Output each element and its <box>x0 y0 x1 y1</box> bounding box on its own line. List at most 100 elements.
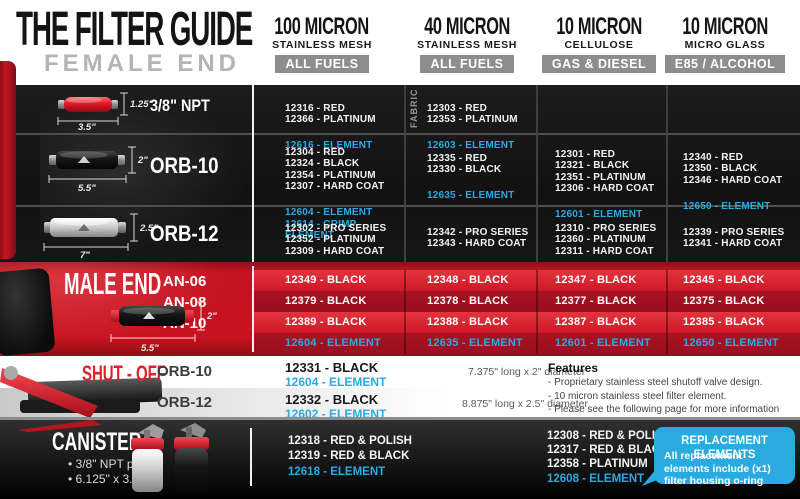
product-photo-npt-filter: 1.25" 3.5" <box>57 92 153 131</box>
element-numbers: 12603 - ELEMENT <box>427 140 515 151</box>
row-label-orb10: ORB-10 <box>150 153 219 178</box>
part-numbers: 12301 - RED 12321 - BLACK 12351 - PLATIN… <box>555 148 655 195</box>
product-photo-orb10-filter: 2" 5.5" <box>48 146 148 193</box>
canister-title: CANISTER <box>52 428 142 456</box>
column-header-10-micron-cellulose: 10 MICRON CELLULOSE GAS & DIESEL <box>519 13 679 73</box>
page-title: THE FILTER GUIDE <box>16 2 253 57</box>
shutoff-size: 8.875" long x 2.5" diameter <box>462 398 588 410</box>
part-cell: 12303 - RED 12353 - PLATINUM 12603 - ELE… <box>427 91 549 163</box>
media-label: STAINLESS MESH <box>272 39 372 51</box>
dim-height-label: 2" <box>137 155 148 166</box>
label-column-separator <box>250 428 252 486</box>
male-element: 12601 - ELEMENT <box>555 337 651 349</box>
part-numbers: 12340 - RED 12350 - BLACK 12346 - HARD C… <box>683 151 783 186</box>
fuel-badge: ALL FUELS <box>420 55 514 73</box>
part-numbers: 12339 - PRO SERIES 12341 - HARD COAT <box>683 226 785 250</box>
dim-length-label: 7" <box>80 250 90 259</box>
part-cell: 12304 - RED 12324 - BLACK 12354 - PLATIN… <box>285 135 407 253</box>
fuel-badge: ALL FUELS <box>275 55 369 73</box>
features-list: - Proprietary stainless steel shutoff va… <box>548 377 780 415</box>
row-label-an06: AN-06 <box>163 273 207 290</box>
replacement-body: All replacement elements include (x1) fi… <box>664 450 771 487</box>
element-numbers: 12604 - ELEMENT 12614 - CRIMP ELEMENT <box>285 207 373 241</box>
replacement-elements-box: REPLACEMENT ELEMENTS All replacement ele… <box>642 427 795 487</box>
part-numbers: 12304 - RED 12324 - BLACK 12354 - PLATIN… <box>285 146 385 193</box>
fabric-note: FABRIC <box>409 88 419 129</box>
micron-label: 10 MICRON <box>556 13 642 40</box>
shutoff-part: 12332 - BLACK <box>285 392 379 407</box>
micron-label: 100 MICRON <box>274 13 370 40</box>
element-numbers: 12650 - ELEMENT <box>683 200 771 212</box>
part-cell: 12340 - RED 12350 - BLACK 12346 - HARD C… <box>683 140 800 224</box>
male-row-band <box>253 333 800 354</box>
product-photo-canisters <box>131 423 209 495</box>
male-part: 12387 - BLACK <box>555 316 637 328</box>
column-header-10-micron-microglass: 10 MICRON MICRO GLASS E85 / ALCOHOL <box>645 13 800 73</box>
element-numbers: 12616 - ELEMENT <box>285 140 373 151</box>
column-separator <box>536 270 538 354</box>
element-numbers: 12608 - ELEMENT <box>547 473 645 485</box>
row-separator <box>16 205 800 207</box>
row-label-npt: 3/8" NPT <box>150 96 210 115</box>
row-label-orb12: ORB-12 <box>150 221 219 246</box>
male-element: 12635 - ELEMENT <box>427 337 523 349</box>
part-cell: 12301 - RED 12321 - BLACK 12351 - PLATIN… <box>555 137 677 232</box>
male-part: 12375 - BLACK <box>683 295 765 307</box>
element-numbers: 12618 - ELEMENT <box>288 466 386 478</box>
male-part: 12378 - BLACK <box>427 295 509 307</box>
male-row-band <box>253 270 800 291</box>
shut-off-section: SHUT - OFF ORB-10 ORB-12 12331 - BLACK 1… <box>0 356 800 421</box>
black-fitting-photo <box>0 267 56 357</box>
column-header-100-micron: 100 MICRON STAINLESS MESH ALL FUELS <box>242 13 402 73</box>
row-label-orb10: ORB-10 <box>157 363 213 380</box>
male-element: 12650 - ELEMENT <box>683 337 779 349</box>
part-cell: 12335 - RED 12330 - BLACK 12635 - ELEMEN… <box>427 141 549 213</box>
media-label: STAINLESS MESH <box>417 39 517 51</box>
features-title: Features <box>548 361 599 375</box>
part-numbers: 12303 - RED 12353 - PLATINUM <box>427 102 518 126</box>
product-photo-male-filter: 2" 5.5" <box>110 301 217 354</box>
shut-off-title: SHUT - OFF <box>82 361 166 386</box>
male-element: 12604 - ELEMENT <box>285 337 381 349</box>
column-separator <box>404 85 406 262</box>
part-cell: 12316 - RED 12366 - PLATINUM 12616 - ELE… <box>285 91 407 163</box>
row-label-orb12: ORB-12 <box>157 394 213 411</box>
replacement-title: REPLACEMENT ELEMENTS <box>681 433 768 461</box>
part-numbers: 12318 - RED & POLISH 12319 - RED & BLACK <box>288 435 412 462</box>
male-end-title: MALE END <box>64 266 162 301</box>
male-part: 12379 - BLACK <box>285 295 367 307</box>
male-part: 12345 - BLACK <box>683 274 765 286</box>
male-part: 12347 - BLACK <box>555 274 637 286</box>
dim-length-label: 5.5" <box>141 343 159 354</box>
female-end-section: 1.25" 3.5" 3/8" NPT 12316 - RED 12366 - … <box>0 61 800 283</box>
male-end-section: MALE END AN-06 AN-08 AN-10 2" 5.5" 12349… <box>0 262 800 357</box>
part-numbers: 12316 - RED 12366 - PLATINUM <box>285 102 376 126</box>
micron-label: 10 MICRON <box>682 13 768 40</box>
micron-label: 40 MICRON <box>424 13 510 40</box>
male-part: 12349 - BLACK <box>285 274 367 286</box>
part-numbers: 12310 - PRO SERIES 12360 - PLATINUM 1231… <box>555 222 657 257</box>
part-numbers: 12335 - RED 12330 - BLACK <box>427 152 502 176</box>
label-column-separator <box>252 85 254 262</box>
male-part: 12377 - BLACK <box>555 295 637 307</box>
product-photo-orb12-filter: 2.5" 7" <box>43 213 158 259</box>
male-part: 12388 - BLACK <box>427 316 509 328</box>
column-separator <box>666 270 668 354</box>
dim-length-label: 3.5" <box>78 122 96 131</box>
column-separator <box>404 270 406 354</box>
fuel-badge: GAS & DIESEL <box>541 55 657 73</box>
red-filter-photo-strip <box>0 61 16 259</box>
dim-height-label: 2.5" <box>139 223 158 234</box>
element-numbers: 12601 - ELEMENT <box>555 209 643 220</box>
column-header-40-micron: 40 MICRON STAINLESS MESH ALL FUELS <box>387 13 547 73</box>
female-end-label: FEMALE END <box>44 50 240 77</box>
media-label: CELLULOSE <box>564 39 634 51</box>
product-photo-shutoff-valve <box>0 366 163 418</box>
shutoff-element: 12604 - ELEMENT <box>285 375 387 389</box>
red-lever-tip <box>18 420 102 432</box>
male-part: 12385 - BLACK <box>683 316 765 328</box>
column-separator <box>666 85 668 262</box>
dim-height-label: 2" <box>206 311 217 322</box>
canister-section: CANISTER • 3/8" NPT ports. • 6.125" x 3.… <box>0 417 800 499</box>
